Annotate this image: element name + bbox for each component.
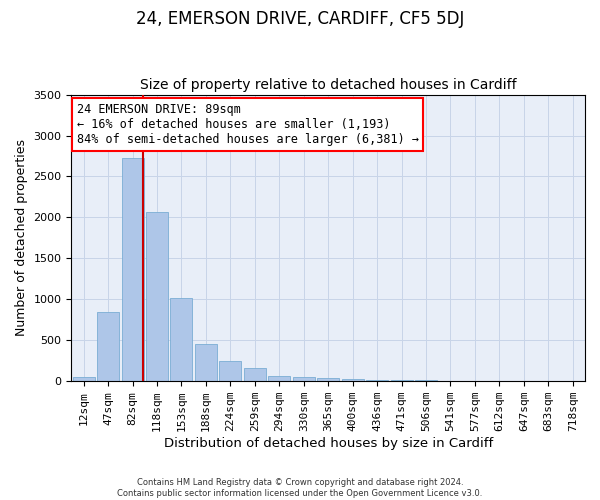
- Text: 24 EMERSON DRIVE: 89sqm
← 16% of detached houses are smaller (1,193)
84% of semi: 24 EMERSON DRIVE: 89sqm ← 16% of detache…: [77, 103, 419, 146]
- Bar: [73, 376, 95, 381]
- Y-axis label: Number of detached properties: Number of detached properties: [15, 140, 28, 336]
- Bar: [220, 360, 241, 381]
- Bar: [415, 380, 437, 381]
- Bar: [122, 158, 143, 381]
- Title: Size of property relative to detached houses in Cardiff: Size of property relative to detached ho…: [140, 78, 517, 92]
- Bar: [317, 378, 339, 381]
- Bar: [293, 376, 315, 381]
- Text: 24, EMERSON DRIVE, CARDIFF, CF5 5DJ: 24, EMERSON DRIVE, CARDIFF, CF5 5DJ: [136, 10, 464, 28]
- Bar: [97, 312, 119, 381]
- Bar: [268, 376, 290, 381]
- Bar: [366, 380, 388, 381]
- Text: Contains HM Land Registry data © Crown copyright and database right 2024.
Contai: Contains HM Land Registry data © Crown c…: [118, 478, 482, 498]
- Bar: [195, 344, 217, 381]
- X-axis label: Distribution of detached houses by size in Cardiff: Distribution of detached houses by size …: [164, 437, 493, 450]
- Bar: [244, 368, 266, 381]
- Bar: [341, 379, 364, 381]
- Bar: [146, 212, 168, 381]
- Bar: [170, 298, 193, 381]
- Bar: [391, 380, 413, 381]
